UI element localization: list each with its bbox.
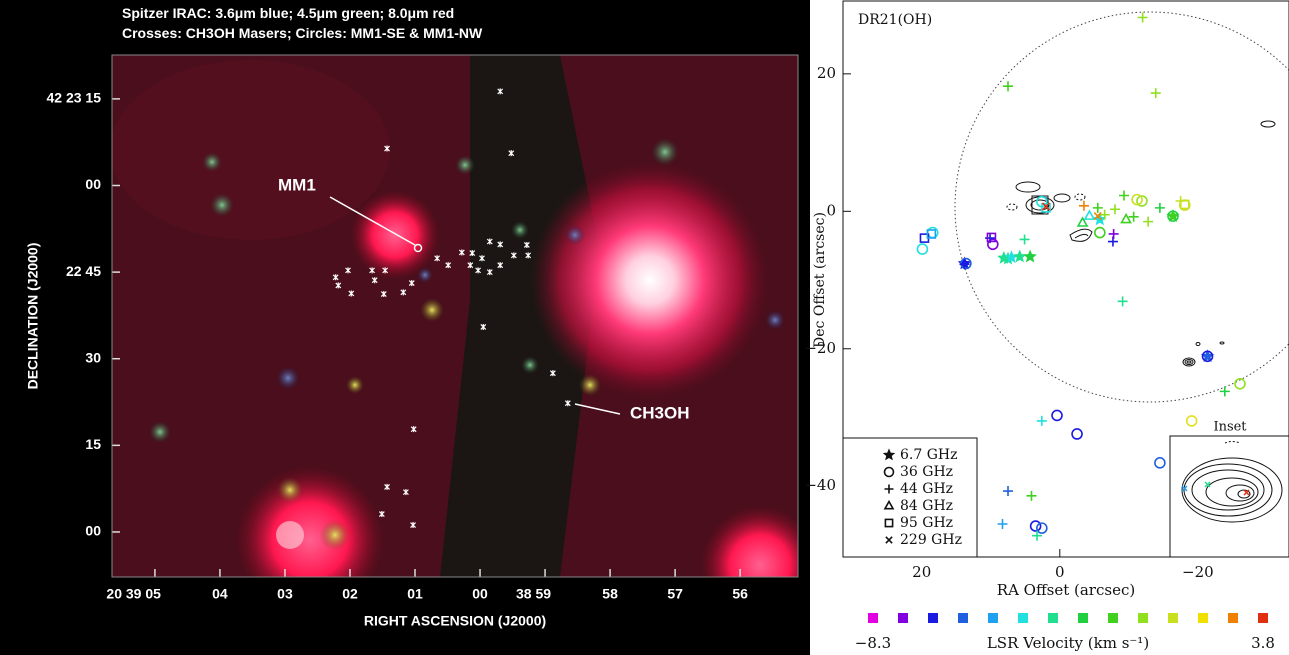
colorbar-swatch	[868, 613, 878, 623]
x-axis-label: RA Offset (arcsec)	[997, 581, 1135, 599]
inset	[1170, 436, 1289, 557]
chart-title: Crosses: CH3OH Masers; Circles: MM1-SE &…	[122, 25, 483, 41]
x-tick-label: 03	[277, 586, 293, 602]
x-tick-label: −20	[1182, 563, 1214, 581]
figure: Spitzer IRAC: 3.6μm blue; 4.5μm green; 8…	[0, 0, 1289, 655]
colorbar-tick-label: −8.3	[855, 634, 891, 652]
chart-title: Spitzer IRAC: 3.6μm blue; 4.5μm green; 8…	[122, 5, 454, 21]
x-tick-label: 0	[1055, 563, 1065, 581]
y-tick-label: 15	[85, 436, 101, 452]
y-tick-label: 20	[817, 64, 836, 82]
colorbar-swatch	[1198, 613, 1208, 623]
y-tick-label: 00	[85, 176, 101, 192]
y-axis-label: Dec Offset (arcsec)	[812, 212, 828, 348]
y-tick-label: 42 23 15	[47, 90, 102, 106]
x-tick-label: 20 39 05	[106, 586, 161, 602]
y-tick-label: −40	[804, 476, 836, 494]
x-tick-label: 38 59	[516, 586, 551, 602]
inset-label: Inset	[1213, 420, 1247, 435]
legend-label: 44 GHz	[900, 481, 953, 497]
colorbar-swatch	[1138, 613, 1148, 623]
colorbar-swatch	[898, 613, 908, 623]
x-axis-label: RIGHT ASCENSION (J2000)	[364, 613, 546, 629]
colorbar-swatch	[1078, 613, 1088, 623]
annotation: MM1	[278, 175, 316, 194]
x-tick-label: 20	[912, 563, 931, 581]
colorbar-label: LSR Velocity (km s⁻¹)	[987, 634, 1149, 652]
x-tick-label: 00	[472, 586, 488, 602]
y-tick-label: 30	[85, 349, 101, 365]
colorbar-swatch	[1168, 613, 1178, 623]
chart-title: DR21(OH)	[858, 12, 932, 28]
legend-label: 84 GHz	[900, 498, 953, 514]
x-tick-label: 57	[667, 586, 683, 602]
colorbar-swatch	[958, 613, 968, 623]
colorbar-swatch	[928, 613, 938, 623]
colorbar-swatch	[988, 613, 998, 623]
colorbar-tick-label: 3.8	[1251, 634, 1275, 652]
colorbar-swatch	[1228, 613, 1238, 623]
colorbar-swatch	[1018, 613, 1028, 623]
legend-label: 36 GHz	[900, 464, 953, 480]
y-axis-label: DECLINATION (J2000)	[25, 243, 41, 390]
legend-label: 6.7 GHz	[900, 447, 957, 463]
x-tick-label: 56	[732, 586, 748, 602]
legend-label: 229 GHz	[900, 532, 962, 548]
y-tick-label: 00	[85, 523, 101, 539]
legend-label: 95 GHz	[900, 515, 953, 531]
x-tick-label: 02	[342, 586, 358, 602]
colorbar-swatch	[1048, 613, 1058, 623]
x-tick-label: 01	[407, 586, 423, 602]
y-tick-label: 22 45	[66, 263, 101, 279]
x-tick-label: 04	[212, 586, 228, 602]
colorbar-swatch	[1108, 613, 1118, 623]
colorbar-swatch	[1258, 613, 1268, 623]
infrared-image	[110, 55, 820, 625]
annotation: CH3OH	[630, 403, 690, 422]
x-tick-label: 58	[602, 586, 618, 602]
